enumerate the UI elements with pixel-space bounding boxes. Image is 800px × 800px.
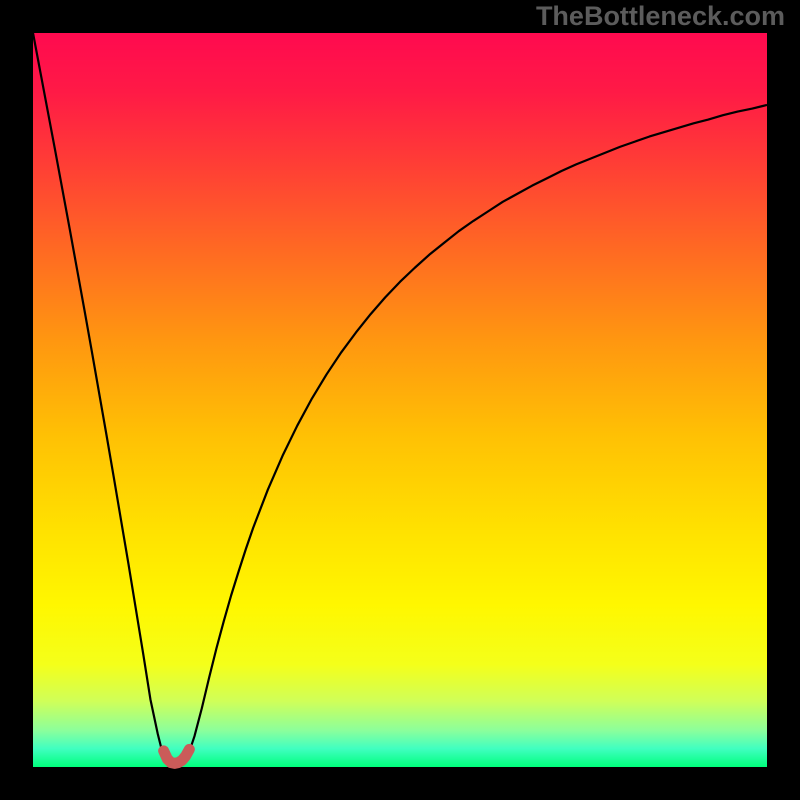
- plot-area: [33, 33, 767, 767]
- source-watermark: TheBottleneck.com: [536, 1, 785, 32]
- chart-container: TheBottleneck.com: [0, 0, 800, 800]
- plot-svg: [33, 33, 767, 767]
